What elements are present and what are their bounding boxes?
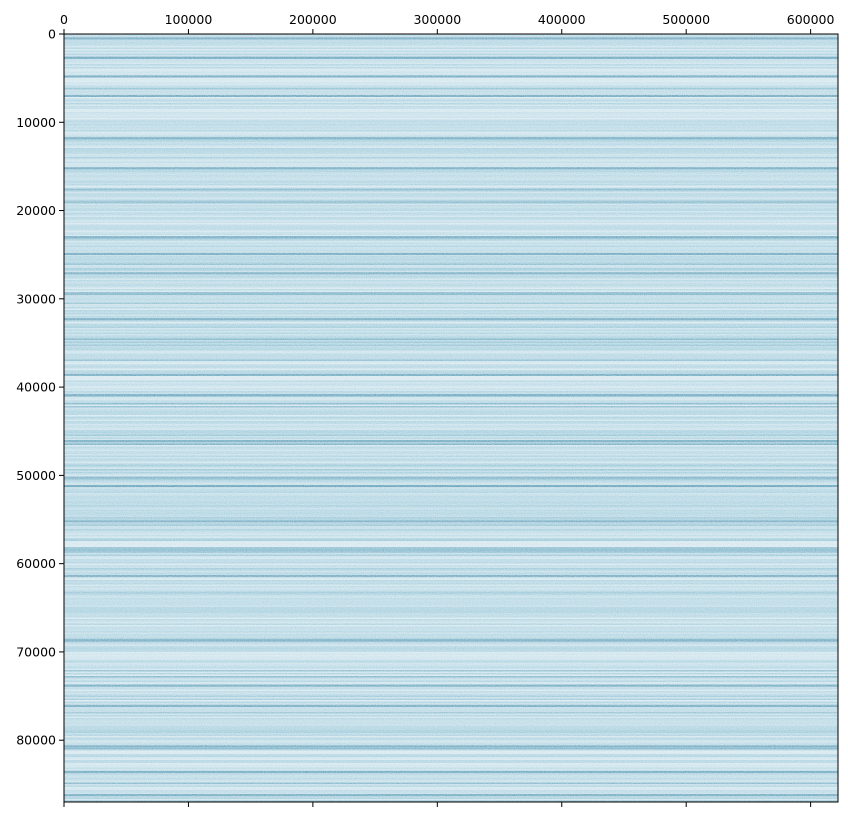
y-tick-label: 30000 xyxy=(16,291,56,306)
x-tick-label: 200000 xyxy=(289,12,337,27)
x-axis: 0 100000 200000 300000 400000 500000 600000 xyxy=(60,12,835,807)
x-tick-label: 500000 xyxy=(662,12,710,27)
x-tick-label: 100000 xyxy=(165,12,213,27)
plot-frame xyxy=(63,33,839,803)
x-tick-label: 0 xyxy=(60,12,68,27)
x-tick-label: 300000 xyxy=(413,12,461,27)
y-tick-label: 10000 xyxy=(16,115,56,130)
x-tick-label: 600000 xyxy=(787,12,835,27)
y-tick-label: 50000 xyxy=(16,468,56,483)
y-tick-label: 60000 xyxy=(16,556,56,571)
y-tick-label: 0 xyxy=(48,27,56,42)
y-tick-label: 40000 xyxy=(16,380,56,395)
heatmap-grain xyxy=(64,34,838,802)
y-axis: 0 10000 20000 30000 40000 50000 60000 70000 8000… xyxy=(16,27,64,748)
plot-area xyxy=(63,33,839,803)
y-tick-label: 80000 xyxy=(16,733,56,748)
x-tick-label: 400000 xyxy=(538,12,586,27)
y-tick-label: 20000 xyxy=(16,203,56,218)
y-tick-label: 70000 xyxy=(16,644,56,659)
